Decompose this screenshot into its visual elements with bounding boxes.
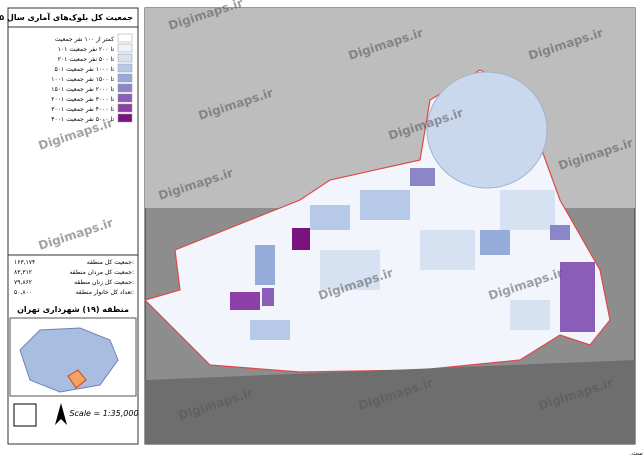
- block: [500, 190, 555, 230]
- stat-label: جمعیت کل منطقه:: [87, 259, 134, 266]
- legend-swatch: [117, 43, 133, 53]
- lake: [426, 71, 548, 189]
- block: [292, 228, 310, 250]
- stat-label: تعداد کل خانوار منطقه:: [76, 289, 134, 296]
- legend-swatch: [117, 73, 133, 83]
- block: [320, 250, 380, 290]
- legend-label: ۱۰۱ تا ۲۰۰ نفر جمعیت: [58, 46, 115, 53]
- region-highlight: [67, 369, 87, 389]
- block: [262, 288, 274, 306]
- stat-value: ۷۹,۸۶۲: [14, 279, 32, 286]
- scale-text: Scale = 1:35,000: [69, 409, 138, 418]
- north-arrow: [55, 403, 67, 425]
- block: [255, 245, 275, 285]
- stat-label: جمعیت کل مردان منطقه:: [70, 269, 134, 276]
- block: [310, 205, 350, 230]
- legend-label: ۱۵۰۱ تا ۲۰۰۰ نفر جمعیت: [51, 86, 114, 93]
- block: [250, 320, 290, 340]
- legend: کمتر از ۱۰۰ نفر جمعیت ۱۰۱ تا ۲۰۰ نفر جمعی…: [51, 33, 133, 123]
- block: [410, 168, 435, 186]
- map-title: جمعیت کل بلوک‌های آماری سال ۱۳۹۵: [0, 12, 133, 22]
- legend-swatch: [117, 63, 133, 73]
- stat-value: ۱۶۳,۱۷۴: [14, 259, 35, 266]
- legend-label: کمتر از ۱۰۰ نفر جمعیت: [55, 36, 114, 43]
- tehran-outline: [19, 327, 119, 393]
- legend-label: ۳۰۰۱ تا ۴۰۰۰ نفر جمعیت: [51, 106, 114, 113]
- south-area: [145, 360, 635, 444]
- block: [560, 262, 595, 332]
- qr-code: [13, 403, 37, 427]
- blocks: [230, 168, 595, 340]
- legend-label: ۱۰۰۱ تا ۱۵۰۰ نفر جمعیت: [51, 76, 114, 83]
- block: [360, 190, 410, 220]
- legend-swatch: [117, 53, 133, 63]
- legend-swatch: [117, 93, 133, 103]
- stat-value: ۵۰,۸۰۰: [14, 289, 32, 296]
- legend-swatch: [117, 83, 133, 93]
- legend-swatch: [117, 113, 133, 123]
- legend-label: ۲۰۱ تا ۵۰۰ نفر جمعیت: [58, 56, 115, 63]
- stat-value: ۸۳,۳۱۲: [14, 269, 32, 276]
- region-title: منطقه (۱۹) شهرداری تهران: [17, 305, 129, 314]
- block: [230, 292, 260, 310]
- block: [550, 225, 570, 240]
- legend-label: ۲۰۰۱ تا ۳۰۰۰ نفر جمعیت: [51, 96, 114, 103]
- block: [510, 300, 550, 330]
- block: [480, 230, 510, 255]
- legend-label: ۴۰۰۱ تا ۵۰۰۰ نفر جمعیت: [51, 116, 114, 123]
- legend-label: ۵۰۱ تا ۱۰۰۰ نفر جمعیت: [55, 66, 115, 73]
- legend-swatch: [117, 33, 133, 43]
- stat-label: جمعیت کل زنان منطقه:: [74, 279, 134, 286]
- legend-swatch: [117, 103, 133, 113]
- stats: جمعیت کل منطقه: ۱۶۳,۱۷۴ جمعیت کل مردان منط…: [14, 259, 134, 296]
- block: [420, 230, 475, 270]
- footer: حقوق مالکیت معنوی این محصول متعلق به سای…: [630, 448, 643, 457]
